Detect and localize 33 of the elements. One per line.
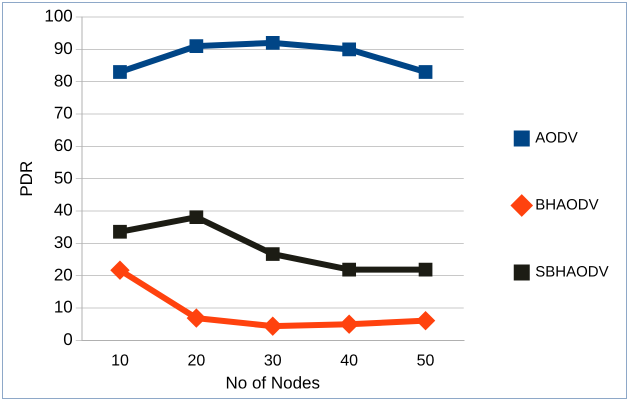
point: [113, 65, 127, 79]
point: [113, 224, 127, 239]
y-tick-label: 0: [63, 330, 73, 350]
x-tick-label: 50: [416, 352, 435, 370]
y-tick-label: 60: [54, 136, 73, 156]
x-tick-label: 30: [264, 352, 282, 370]
point: [266, 247, 280, 261]
x-tick-label: 10: [111, 352, 129, 370]
x-tick-label: 20: [187, 352, 206, 370]
point: [418, 262, 432, 276]
legend-label: BHAODV: [535, 196, 599, 214]
legend-label: AODV: [535, 130, 578, 147]
legend-label: SBHAODV: [535, 264, 609, 281]
y-tick-label: 70: [54, 104, 73, 123]
y-tick-label: 20: [54, 265, 73, 284]
x-tick-label: 40: [340, 352, 358, 370]
point: [342, 42, 356, 56]
y-tick-label: 40: [54, 200, 73, 220]
point: [186, 308, 206, 328]
point: [342, 262, 356, 276]
y-tick-label: 30: [54, 233, 73, 252]
y-tick-label: 100: [44, 6, 73, 26]
point: [418, 65, 432, 79]
y-tick-label: 80: [54, 71, 73, 90]
point: [189, 39, 204, 53]
y-tick-label: 10: [54, 298, 73, 317]
point: [189, 210, 204, 224]
point: [110, 260, 130, 280]
x-axis-title: No of Nodes: [226, 373, 320, 392]
y-tick-label: 90: [54, 39, 73, 58]
y-tick-label: 50: [54, 168, 73, 188]
y-axis-title: PDR: [16, 160, 36, 197]
point: [266, 36, 280, 50]
